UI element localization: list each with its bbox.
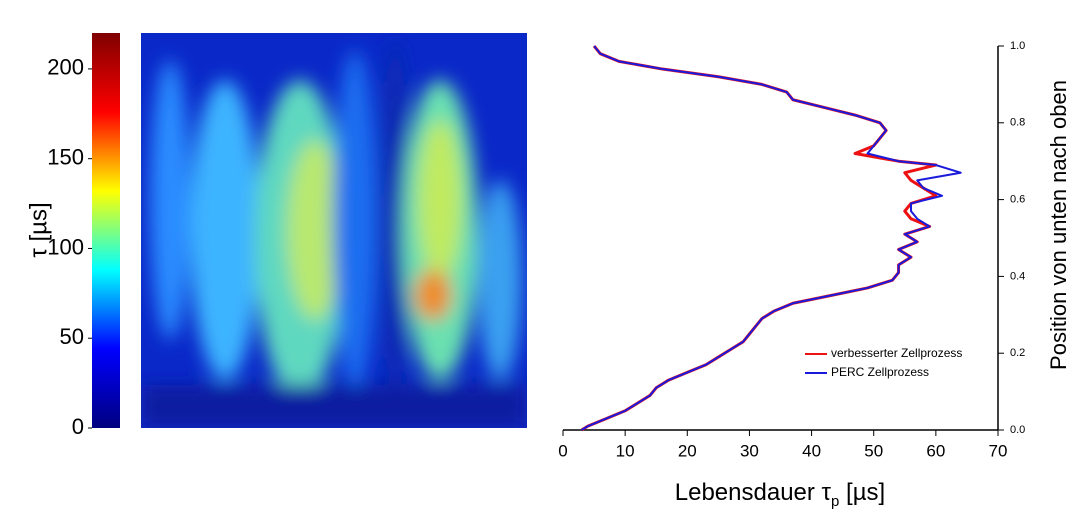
colorbar-tick-label: 100 bbox=[47, 234, 84, 259]
x-tick-label: 60 bbox=[926, 441, 945, 460]
x-tick-label: 0 bbox=[558, 441, 567, 460]
x-label-unit: [µs] bbox=[839, 479, 885, 506]
y-tick-label: 0.0 bbox=[1010, 424, 1025, 436]
lifetime-map bbox=[141, 33, 527, 428]
y-tick-label: 0.8 bbox=[1010, 117, 1025, 129]
x-label-main: Lebensdauer τ bbox=[675, 479, 832, 506]
x-tick-label: 40 bbox=[802, 441, 821, 460]
legend-label: PERC Zellprozess bbox=[831, 365, 929, 379]
colorbar-tick-label: 0 bbox=[72, 414, 84, 439]
x-tick-label: 30 bbox=[740, 441, 759, 460]
colorbar-tick-label: 50 bbox=[60, 324, 84, 349]
y-tick-label: 1.0 bbox=[1010, 40, 1025, 52]
colorbar-tick-label: 150 bbox=[47, 144, 84, 169]
y-axis-label: Position von unten nach oben bbox=[1046, 80, 1071, 370]
x-tick-label: 70 bbox=[989, 441, 1008, 460]
legend-label: verbesserter Zellprozess bbox=[831, 346, 962, 360]
colorbar-label: τ [µs] bbox=[25, 202, 52, 257]
series-line bbox=[581, 45, 962, 431]
x-tick-label: 50 bbox=[864, 441, 883, 460]
y-tick-label: 0.2 bbox=[1010, 347, 1025, 359]
x-tick-label: 10 bbox=[616, 441, 635, 460]
x-tick-label: 20 bbox=[678, 441, 697, 460]
y-tick-label: 0.4 bbox=[1010, 270, 1025, 282]
x-axis-label: Lebensdauer τp [µs] bbox=[675, 479, 885, 510]
colorbar-tick-label: 200 bbox=[47, 55, 84, 80]
x-label-sub: p bbox=[831, 493, 839, 510]
line-chart: Lebensdauer τp [µs] Position von unten n… bbox=[675, 80, 1071, 510]
colorbar bbox=[92, 33, 120, 428]
y-tick-label: 0.6 bbox=[1010, 194, 1025, 206]
